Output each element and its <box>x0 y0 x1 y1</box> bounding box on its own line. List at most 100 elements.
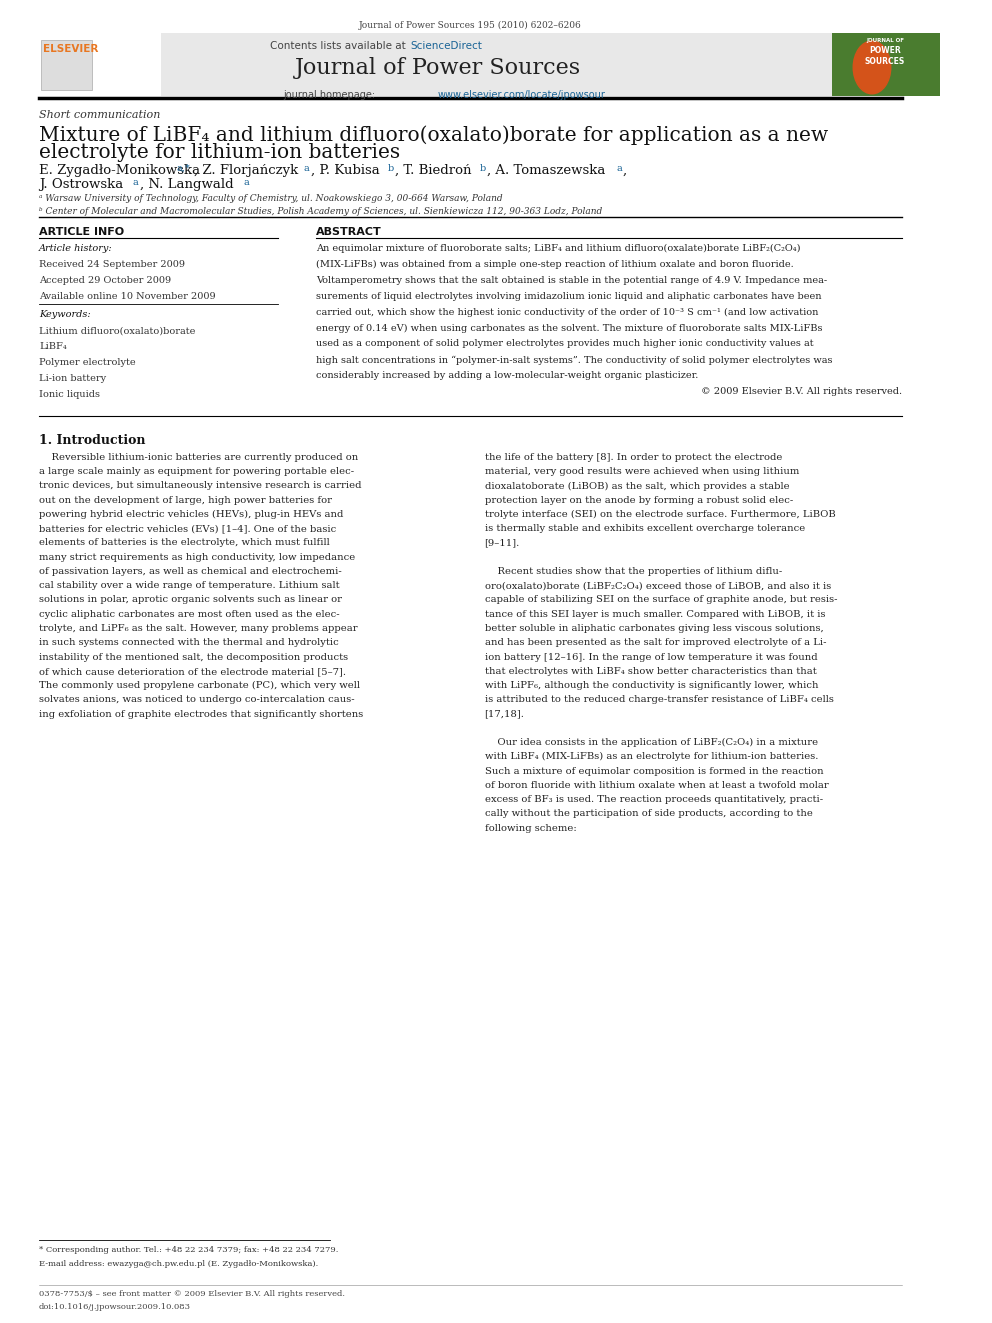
Text: journal homepage:: journal homepage: <box>283 90 378 99</box>
Text: Mixture of LiBF₄ and lithium difluoro(oxalato)borate for application as a new: Mixture of LiBF₄ and lithium difluoro(ox… <box>39 126 828 146</box>
Text: better soluble in aliphatic carbonates giving less viscous solutions,: better soluble in aliphatic carbonates g… <box>484 624 823 632</box>
Text: SOURCES: SOURCES <box>865 57 906 66</box>
Text: www.elsevier.com/locate/jpowsour: www.elsevier.com/locate/jpowsour <box>437 90 605 99</box>
Text: Recent studies show that the properties of lithium diflu-: Recent studies show that the properties … <box>484 568 782 576</box>
Text: ᵇ Center of Molecular and Macromolecular Studies, Polish Academy of Sciences, ul: ᵇ Center of Molecular and Macromolecular… <box>39 208 602 217</box>
Text: energy of 0.14 eV) when using carbonates as the solvent. The mixture of fluorobo: energy of 0.14 eV) when using carbonates… <box>315 324 822 332</box>
Text: , P. Kubisa: , P. Kubisa <box>310 164 380 177</box>
Text: and has been presented as the salt for improved electrolyte of a Li-: and has been presented as the salt for i… <box>484 638 826 647</box>
Text: tronic devices, but simultaneously intensive research is carried: tronic devices, but simultaneously inten… <box>39 482 361 491</box>
Text: ,: , <box>622 164 627 177</box>
Text: Article history:: Article history: <box>39 245 112 253</box>
Text: The commonly used propylene carbonate (PC), which very well: The commonly used propylene carbonate (P… <box>39 681 360 691</box>
Text: Short communication: Short communication <box>39 110 161 119</box>
Text: is thermally stable and exhibits excellent overcharge tolerance: is thermally stable and exhibits excelle… <box>484 524 805 533</box>
Text: solvates anions, was noticed to undergo co-intercalation caus-: solvates anions, was noticed to undergo … <box>39 696 354 704</box>
Text: 0378-7753/$ – see front matter © 2009 Elsevier B.V. All rights reserved.: 0378-7753/$ – see front matter © 2009 El… <box>39 1290 345 1298</box>
Text: Journal of Power Sources: Journal of Power Sources <box>295 57 580 79</box>
Text: ing exfoliation of graphite electrodes that significantly shortens: ing exfoliation of graphite electrodes t… <box>39 709 363 718</box>
Text: Our idea consists in the application of LiBF₂(C₂O₄) in a mixture: Our idea consists in the application of … <box>484 738 817 747</box>
Text: surements of liquid electrolytes involving imidazolium ionic liquid and aliphati: surements of liquid electrolytes involvi… <box>315 292 821 300</box>
Text: LiBF₄: LiBF₄ <box>39 343 66 351</box>
Text: of boron fluoride with lithium oxalate when at least a twofold molar: of boron fluoride with lithium oxalate w… <box>484 781 828 790</box>
Text: capable of stabilizing SEI on the surface of graphite anode, but resis-: capable of stabilizing SEI on the surfac… <box>484 595 837 605</box>
Text: , A. Tomaszewska: , A. Tomaszewska <box>487 164 606 177</box>
Text: © 2009 Elsevier B.V. All rights reserved.: © 2009 Elsevier B.V. All rights reserved… <box>701 386 902 396</box>
Text: JOURNAL OF: JOURNAL OF <box>866 38 904 44</box>
Text: b: b <box>388 164 394 173</box>
Text: Available online 10 November 2009: Available online 10 November 2009 <box>39 292 215 300</box>
Text: Voltamperometry shows that the salt obtained is stable in the potential range of: Voltamperometry shows that the salt obta… <box>315 277 826 284</box>
Text: , N. Langwald: , N. Langwald <box>140 179 234 192</box>
Text: [17,18].: [17,18]. <box>484 709 525 718</box>
Text: material, very good results were achieved when using lithium: material, very good results were achieve… <box>484 467 799 476</box>
Text: high salt concentrations in “polymer-in-salt systems”. The conductivity of solid: high salt concentrations in “polymer-in-… <box>315 355 832 365</box>
Text: with LiBF₄ (MIX-LiFBs) as an electrolyte for lithium-ion batteries.: with LiBF₄ (MIX-LiFBs) as an electrolyte… <box>484 753 818 762</box>
Text: Reversible lithium-ionic batteries are currently produced on: Reversible lithium-ionic batteries are c… <box>39 452 358 462</box>
Text: ABSTRACT: ABSTRACT <box>315 228 381 237</box>
Text: ScienceDirect: ScienceDirect <box>411 41 482 52</box>
Text: of which cause deterioration of the electrode material [5–7].: of which cause deterioration of the elec… <box>39 667 346 676</box>
Text: is attributed to the reduced charge-transfer resistance of LiBF₄ cells: is attributed to the reduced charge-tran… <box>484 696 833 704</box>
Text: protection layer on the anode by forming a robust solid elec-: protection layer on the anode by forming… <box>484 496 793 504</box>
Text: excess of BF₃ is used. The reaction proceeds quantitatively, practi-: excess of BF₃ is used. The reaction proc… <box>484 795 822 804</box>
Text: , Z. Florjańczyk: , Z. Florjańczyk <box>193 164 298 177</box>
Text: solutions in polar, aprotic organic solvents such as linear or: solutions in polar, aprotic organic solv… <box>39 595 342 605</box>
Text: elements of batteries is the electrolyte, which must fulfill: elements of batteries is the electrolyte… <box>39 538 329 548</box>
Text: Li-ion battery: Li-ion battery <box>39 373 106 382</box>
Text: considerably increased by adding a low-molecular-weight organic plasticizer.: considerably increased by adding a low-m… <box>315 370 698 380</box>
Text: a: a <box>617 164 623 173</box>
Text: following scheme:: following scheme: <box>484 824 576 832</box>
Text: (MIX-LiFBs) was obtained from a simple one-step reaction of lithium oxalate and : (MIX-LiFBs) was obtained from a simple o… <box>315 261 794 270</box>
Text: Journal of Power Sources 195 (2010) 6202–6206: Journal of Power Sources 195 (2010) 6202… <box>359 21 582 30</box>
Text: Lithium difluoro(oxalato)borate: Lithium difluoro(oxalato)borate <box>39 327 195 335</box>
Text: Such a mixture of equimolar composition is formed in the reaction: Such a mixture of equimolar composition … <box>484 766 823 775</box>
Text: cal stability over a wide range of temperature. Lithium salt: cal stability over a wide range of tempe… <box>39 581 339 590</box>
Text: in such systems connected with the thermal and hydrolytic: in such systems connected with the therm… <box>39 638 338 647</box>
Text: that electrolytes with LiBF₄ show better characteristics than that: that electrolytes with LiBF₄ show better… <box>484 667 816 676</box>
Text: with LiPF₆, although the conductivity is significantly lower, which: with LiPF₆, although the conductivity is… <box>484 681 818 691</box>
Text: out on the development of large, high power batteries for: out on the development of large, high po… <box>39 496 332 504</box>
FancyBboxPatch shape <box>39 33 161 97</box>
Text: carried out, which show the highest ionic conductivity of the order of 10⁻³ S cm: carried out, which show the highest ioni… <box>315 308 818 316</box>
Text: a: a <box>304 164 310 173</box>
Text: doi:10.1016/j.jpowsour.2009.10.083: doi:10.1016/j.jpowsour.2009.10.083 <box>39 1303 190 1311</box>
Text: b: b <box>480 164 486 173</box>
Text: the life of the battery [8]. In order to protect the electrode: the life of the battery [8]. In order to… <box>484 452 782 462</box>
Text: ARTICLE INFO: ARTICLE INFO <box>39 228 124 237</box>
Text: trolyte, and LiPF₆ as the salt. However, many problems appear: trolyte, and LiPF₆ as the salt. However,… <box>39 624 357 632</box>
Text: Accepted 29 October 2009: Accepted 29 October 2009 <box>39 277 171 284</box>
Text: of passivation layers, as well as chemical and electrochemi-: of passivation layers, as well as chemic… <box>39 568 341 576</box>
Text: electrolyte for lithium-ion batteries: electrolyte for lithium-ion batteries <box>39 143 400 161</box>
Text: Keywords:: Keywords: <box>39 311 90 319</box>
Text: ELSEVIER: ELSEVIER <box>43 44 98 54</box>
Text: a: a <box>243 179 249 188</box>
Text: cyclic aliphatic carbonates are most often used as the elec-: cyclic aliphatic carbonates are most oft… <box>39 610 339 619</box>
Circle shape <box>853 41 891 94</box>
Text: 1. Introduction: 1. Introduction <box>39 434 146 447</box>
Text: An equimolar mixture of fluoroborate salts; LiBF₄ and lithium difluoro(oxalate)b: An equimolar mixture of fluoroborate sal… <box>315 245 801 254</box>
Text: Contents lists available at: Contents lists available at <box>271 41 410 52</box>
Text: E-mail address: ewazyga@ch.pw.edu.pl (E. Zygadło-Monikowska).: E-mail address: ewazyga@ch.pw.edu.pl (E.… <box>39 1259 318 1267</box>
Text: POWER: POWER <box>869 46 901 56</box>
FancyBboxPatch shape <box>41 40 92 90</box>
FancyBboxPatch shape <box>831 33 939 97</box>
FancyBboxPatch shape <box>39 33 831 97</box>
Text: powering hybrid electric vehicles (HEVs), plug-in HEVs and: powering hybrid electric vehicles (HEVs)… <box>39 509 343 519</box>
Text: used as a component of solid polymer electrolytes provides much higher ionic con: used as a component of solid polymer ele… <box>315 340 813 348</box>
Text: batteries for electric vehicles (EVs) [1–4]. One of the basic: batteries for electric vehicles (EVs) [1… <box>39 524 336 533</box>
Text: oro(oxalato)borate (LiBF₂C₂O₄) exceed those of LiBOB, and also it is: oro(oxalato)borate (LiBF₂C₂O₄) exceed th… <box>484 581 830 590</box>
Text: a: a <box>133 179 139 188</box>
Text: J. Ostrowska: J. Ostrowska <box>39 179 123 192</box>
Text: dioxalatoborate (LiBOB) as the salt, which provides a stable: dioxalatoborate (LiBOB) as the salt, whi… <box>484 482 790 491</box>
Text: a large scale mainly as equipment for powering portable elec-: a large scale mainly as equipment for po… <box>39 467 354 476</box>
Text: [9–11].: [9–11]. <box>484 538 520 548</box>
Text: Ionic liquids: Ionic liquids <box>39 389 100 398</box>
Text: cally without the participation of side products, according to the: cally without the participation of side … <box>484 810 812 819</box>
Text: Polymer electrolyte: Polymer electrolyte <box>39 357 136 366</box>
Text: E. Zygadło-Monikowska: E. Zygadło-Monikowska <box>39 164 200 177</box>
Text: a,*: a,* <box>177 164 190 173</box>
Text: Received 24 September 2009: Received 24 September 2009 <box>39 261 185 269</box>
Text: many strict requirements as high conductivity, low impedance: many strict requirements as high conduct… <box>39 553 355 562</box>
Text: * Corresponding author. Tel.: +48 22 234 7379; fax: +48 22 234 7279.: * Corresponding author. Tel.: +48 22 234… <box>39 1246 338 1254</box>
